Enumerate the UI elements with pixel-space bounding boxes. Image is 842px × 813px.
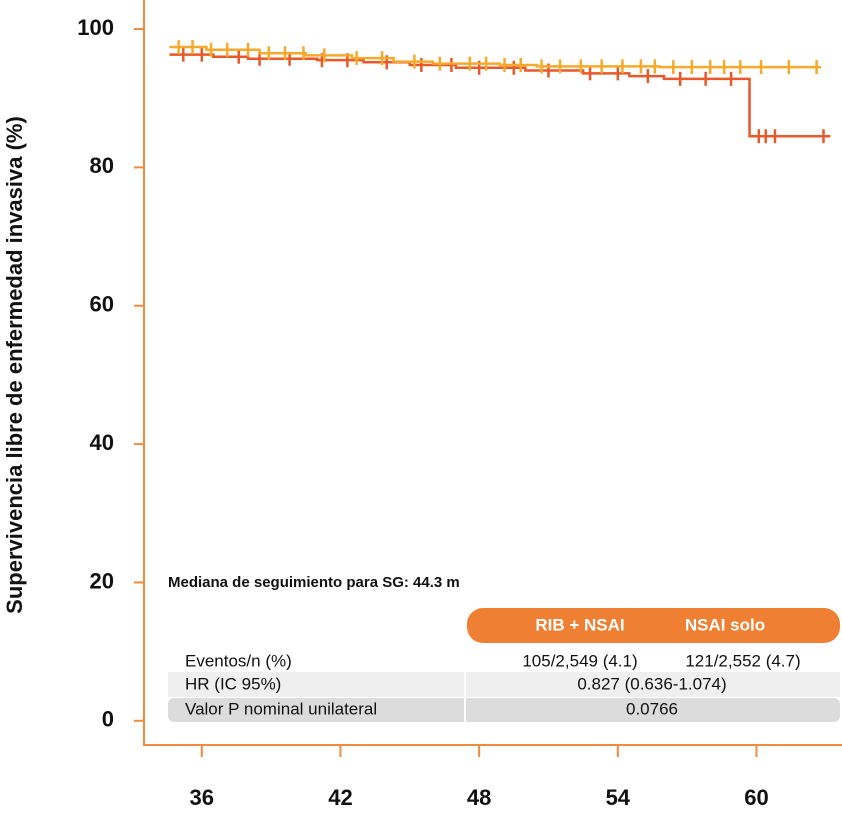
- y-tick-label: 60: [90, 292, 114, 317]
- table-header: RIB + NSAI: [535, 615, 624, 634]
- cell: 105/2,549 (4.1): [522, 651, 637, 670]
- y-tick-label: 80: [90, 153, 114, 178]
- cell: 0.0766: [626, 699, 678, 718]
- row-bg: [168, 672, 840, 697]
- x-tick-label: 60: [744, 785, 768, 810]
- survival-line: [169, 45, 822, 69]
- cell: 121/2,552 (4.7): [685, 651, 800, 670]
- table-header-bg: [467, 608, 840, 643]
- y-tick-label: 40: [90, 430, 114, 455]
- x-tick-label: 36: [190, 785, 214, 810]
- y-tick-label: 100: [77, 15, 114, 40]
- x-tick-label: 48: [467, 785, 491, 810]
- row-label: Valor P nominal unilateral: [185, 699, 377, 718]
- row-label: Eventos/n (%): [185, 651, 292, 670]
- x-tick-label: 42: [328, 785, 352, 810]
- y-axis-label: Supervivencia libre de enfermedad invasi…: [2, 116, 27, 614]
- y-tick-label: 20: [90, 568, 114, 593]
- row-bg: [168, 698, 840, 722]
- annotation: Mediana de seguimiento para SG: 44.3 m: [168, 574, 460, 591]
- x-tick-label: 54: [606, 785, 631, 810]
- survival-line: [169, 53, 831, 138]
- table-header: NSAI solo: [685, 615, 765, 634]
- y-tick-label: 0: [102, 707, 114, 732]
- cell: 0.827 (0.636-1.074): [577, 674, 726, 693]
- row-label: HR (IC 95%): [185, 674, 281, 693]
